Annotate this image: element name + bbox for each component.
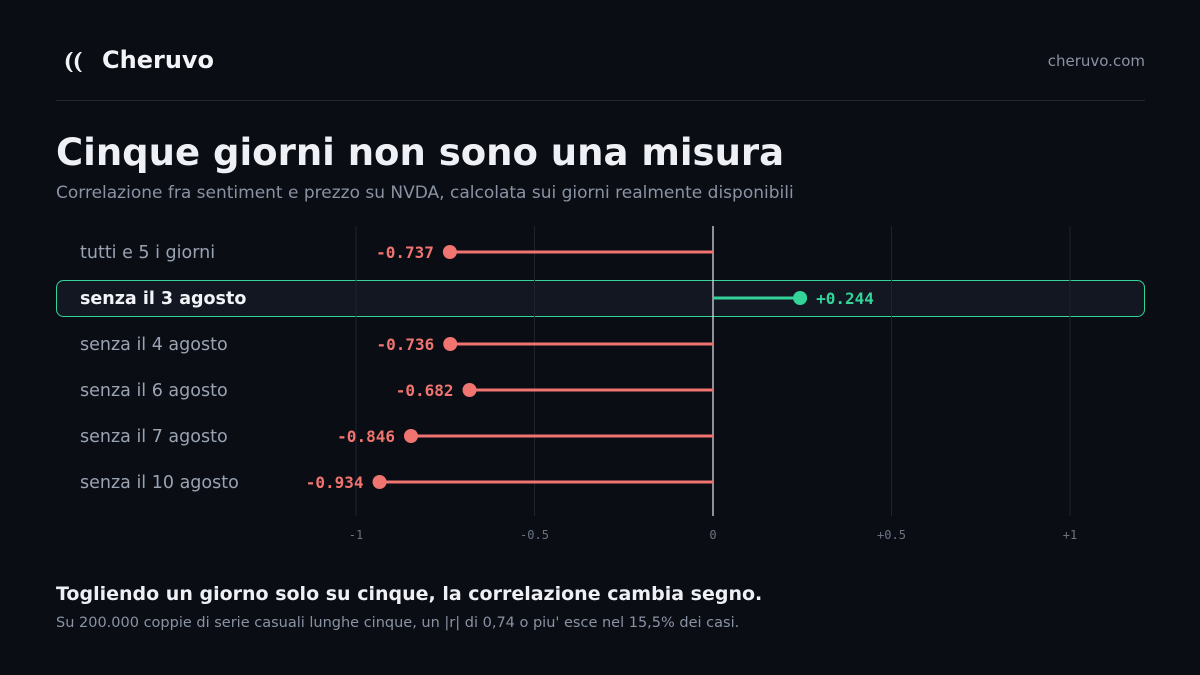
brand-name: Cheruvo <box>102 46 215 74</box>
footer-headline: Togliendo un giorno solo su cinque, la c… <box>56 583 763 605</box>
value-label: -0.737 <box>376 243 434 262</box>
lollipop-dot <box>442 245 457 259</box>
page-subtitle: Correlazione fra sentiment e prezzo su N… <box>56 183 794 203</box>
category-label: senza il 4 agosto <box>80 335 228 355</box>
header: Cheruvo cheruvo.com <box>56 40 1145 84</box>
category-label: senza il 7 agosto <box>80 427 228 447</box>
value-label: -0.934 <box>306 473 364 492</box>
highlight-row <box>56 280 1145 317</box>
lollipop-dot <box>403 429 418 443</box>
lollipop-dot <box>793 291 808 305</box>
double-arc-icon <box>65 52 82 72</box>
x-tick-label: -1 <box>349 528 363 542</box>
value-label: -0.846 <box>337 427 395 446</box>
value-label: -0.736 <box>376 335 434 354</box>
category-label: senza il 10 agosto <box>80 473 239 493</box>
lollipop-dot <box>462 383 477 397</box>
x-tick-label: -0.5 <box>520 528 549 542</box>
category-label: tutti e 5 i giorni <box>80 243 215 263</box>
site-link[interactable]: cheruvo.com <box>1047 52 1145 70</box>
lollipop-dot <box>372 475 387 489</box>
lollipop-dot <box>443 337 458 351</box>
footer-note: Su 200.000 coppie di serie casuali lungh… <box>56 615 740 631</box>
x-tick-label: +1 <box>1063 528 1077 542</box>
value-label: +0.244 <box>816 289 874 308</box>
value-label: -0.682 <box>396 381 454 400</box>
x-tick-label: 0 <box>709 528 716 542</box>
category-label: senza il 6 agosto <box>80 381 228 401</box>
header-divider <box>56 100 1145 101</box>
x-tick-label: +0.5 <box>877 528 906 542</box>
page-title: Cinque giorni non sono una misura <box>56 131 785 174</box>
category-label: senza il 3 agosto <box>80 289 246 309</box>
